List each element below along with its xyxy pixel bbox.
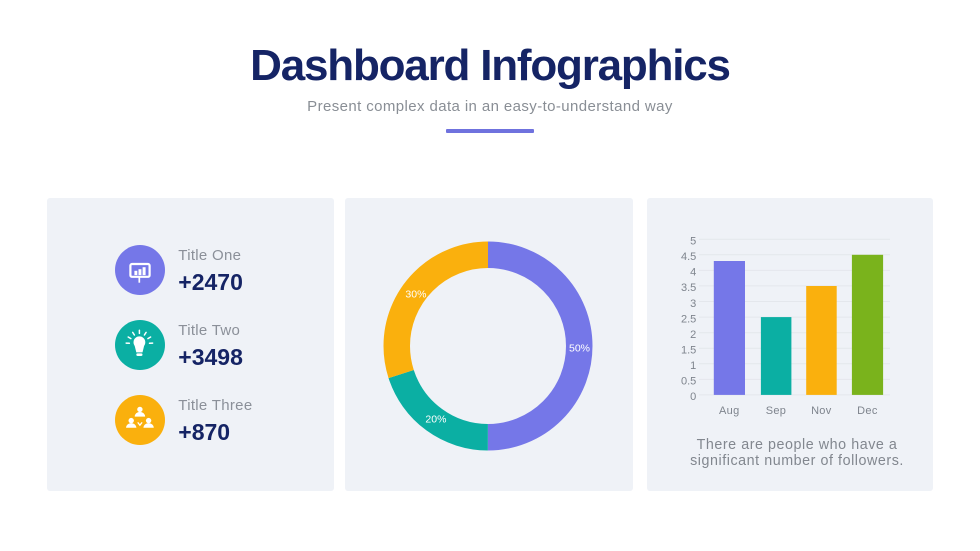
svg-text:3: 3 — [690, 298, 696, 310]
svg-text:3.5: 3.5 — [681, 282, 696, 294]
svg-text:0: 0 — [690, 391, 696, 403]
svg-text:0.5: 0.5 — [681, 376, 696, 388]
svg-text:30%: 30% — [406, 288, 427, 300]
svg-text:50%: 50% — [569, 342, 590, 354]
svg-text:Dec: Dec — [857, 405, 878, 417]
svg-text:5: 5 — [690, 236, 696, 248]
svg-text:4.5: 4.5 — [681, 251, 696, 263]
svg-text:2.5: 2.5 — [681, 313, 696, 325]
svg-text:1.5: 1.5 — [681, 345, 696, 357]
svg-text:Aug: Aug — [719, 405, 739, 417]
svg-text:Sep: Sep — [766, 405, 786, 417]
svg-text:2: 2 — [690, 329, 696, 341]
svg-text:20%: 20% — [426, 413, 447, 425]
svg-text:4: 4 — [690, 267, 696, 279]
svg-text:Nov: Nov — [811, 405, 832, 417]
svg-text:1: 1 — [690, 360, 696, 372]
